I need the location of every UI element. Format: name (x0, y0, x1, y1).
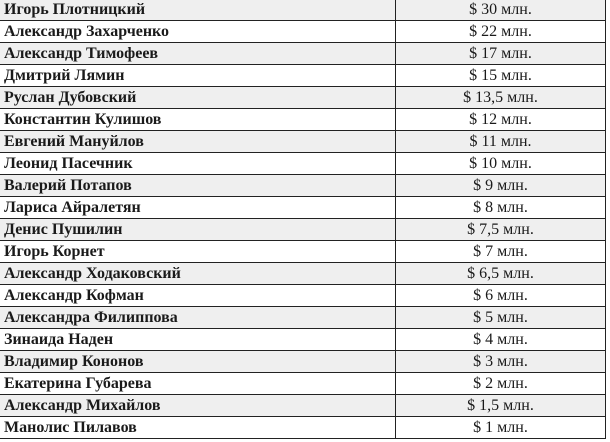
table-row: Екатерина Губарева $ 2 млн. (0, 372, 606, 395)
table-row: Дмитрий Лямин $ 15 млн. (0, 64, 606, 87)
amount: $ 30 млн. (395, 0, 606, 21)
amount: $ 1 млн. (395, 416, 606, 439)
person-name: Манолис Пилавов (0, 416, 396, 439)
person-name: Леонид Пасечник (0, 152, 396, 175)
person-name: Александр Захарченко (0, 20, 396, 43)
amount: $ 7 млн. (395, 240, 606, 263)
table-row: Руслан Дубовский $ 13,5 млн. (0, 86, 606, 109)
table-row: Манолис Пилавов $ 1 млн. (0, 416, 606, 439)
amount: $ 7,5 млн. (395, 218, 606, 241)
person-name: Екатерина Губарева (0, 372, 396, 395)
amount: $ 4 млн. (395, 328, 606, 351)
amount: $ 13,5 млн. (395, 86, 606, 109)
amount: $ 17 млн. (395, 42, 606, 65)
amount: $ 1,5 млн. (395, 394, 606, 417)
amount: $ 12 млн. (395, 108, 606, 131)
amount: $ 6,5 млн. (395, 262, 606, 285)
person-name: Александр Кофман (0, 284, 396, 307)
amount: $ 11 млн. (395, 130, 606, 153)
person-name: Александр Ходаковский (0, 262, 396, 285)
person-name: Евгений Мануйлов (0, 130, 396, 153)
person-name: Руслан Дубовский (0, 86, 396, 109)
table-row: Игорь Плотницкий $ 30 млн. (0, 0, 606, 21)
person-name: Владимир Кононов (0, 350, 396, 373)
amount: $ 3 млн. (395, 350, 606, 373)
person-name: Александр Тимофеев (0, 42, 396, 65)
person-name: Константин Кулишов (0, 108, 396, 131)
table-row: Александр Тимофеев $ 17 млн. (0, 42, 606, 65)
amount: $ 10 млн. (395, 152, 606, 175)
table-row: Денис Пушилин $ 7,5 млн. (0, 218, 606, 241)
table-row: Евгений Мануйлов $ 11 млн. (0, 130, 606, 153)
table-row: Александр Захарченко $ 22 млн. (0, 20, 606, 43)
amount: $ 8 млн. (395, 196, 606, 219)
person-name: Александр Михайлов (0, 394, 396, 417)
table-row: Валерий Потапов $ 9 млн. (0, 174, 606, 197)
table-row: Константин Кулишов $ 12 млн. (0, 108, 606, 131)
person-name: Игорь Плотницкий (0, 0, 396, 21)
person-name: Денис Пушилин (0, 218, 396, 241)
table-row: Александр Кофман $ 6 млн. (0, 284, 606, 307)
table-row: Леонид Пасечник $ 10 млн. (0, 152, 606, 175)
person-name: Валерий Потапов (0, 174, 396, 197)
amount: $ 5 млн. (395, 306, 606, 329)
table-row: Александра Филиппова $ 5 млн. (0, 306, 606, 329)
table-row: Зинаида Наден $ 4 млн. (0, 328, 606, 351)
person-name: Александра Филиппова (0, 306, 396, 329)
table-row: Александр Михайлов $ 1,5 млн. (0, 394, 606, 417)
person-name: Дмитрий Лямин (0, 64, 396, 87)
table-row: Лариса Айралетян $ 8 млн. (0, 196, 606, 219)
amount: $ 2 млн. (395, 372, 606, 395)
amount: $ 22 млн. (395, 20, 606, 43)
person-name: Зинаида Наден (0, 328, 396, 351)
amount: $ 15 млн. (395, 64, 606, 87)
amount: $ 6 млн. (395, 284, 606, 307)
table-row: Александр Ходаковский $ 6,5 млн. (0, 262, 606, 285)
table-row: Игорь Корнет $ 7 млн. (0, 240, 606, 263)
table-row: Владимир Кононов $ 3 млн. (0, 350, 606, 373)
person-name: Игорь Корнет (0, 240, 396, 263)
amount: $ 9 млн. (395, 174, 606, 197)
person-name: Лариса Айралетян (0, 196, 396, 219)
